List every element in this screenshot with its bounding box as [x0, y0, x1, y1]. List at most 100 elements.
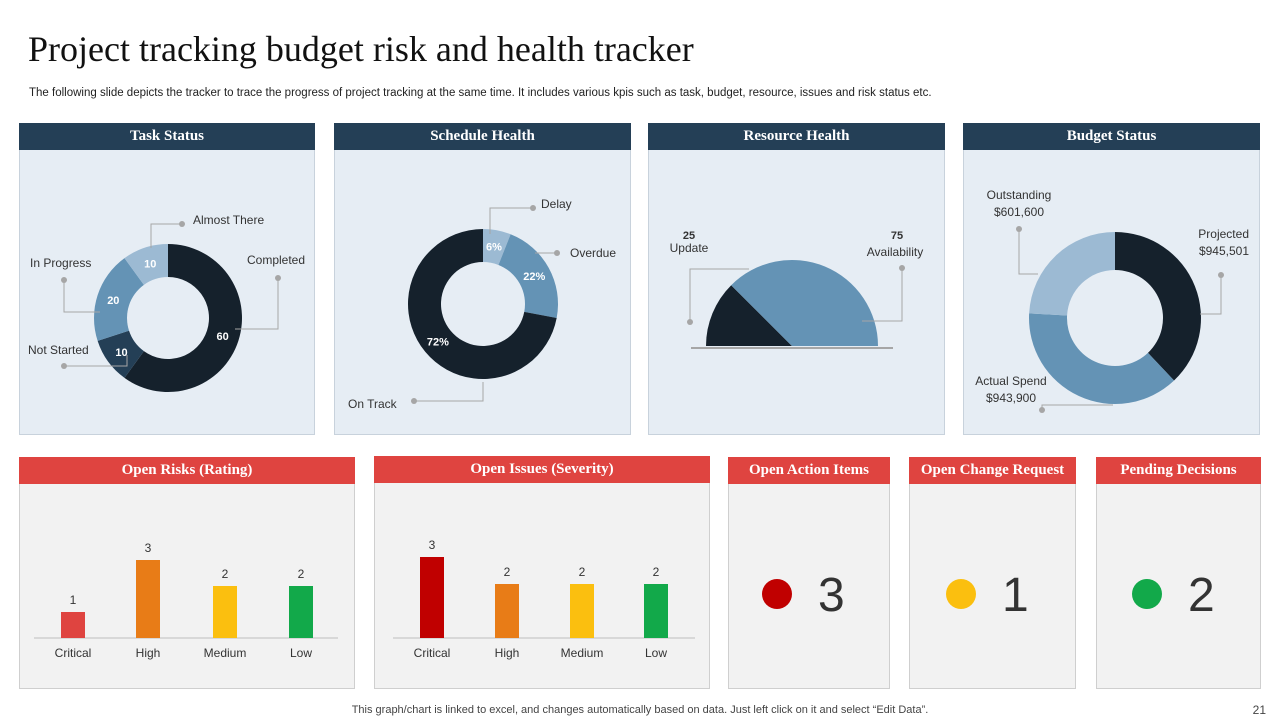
- low-bar-value: 2: [298, 567, 305, 581]
- completed-leader-line: [235, 278, 279, 330]
- not-started-slice: [97, 330, 144, 378]
- almost-there-value-label: 10: [144, 258, 156, 270]
- task-status-header: Task Status: [19, 123, 315, 150]
- open-change-request-header: Open Change Request: [909, 457, 1076, 484]
- low-bar: [644, 584, 668, 638]
- open-action-items-header: Open Action Items: [728, 457, 890, 484]
- actual-spend-leader-line: [1041, 404, 1113, 410]
- on-track-leader-dot: [411, 398, 417, 404]
- actual-spend-slice: [1029, 313, 1175, 404]
- in-progress-leader-line: [63, 280, 100, 313]
- projected-leader-line: [1200, 275, 1222, 315]
- high-category-label: High: [136, 646, 161, 660]
- on-track-value-label: 72%: [427, 336, 449, 348]
- open-issues-chart: 3 Critical 2 High 2 Medium 2 Low: [393, 538, 695, 660]
- projected-amount: $945,501: [1199, 244, 1249, 258]
- completed-label: Completed: [247, 253, 305, 267]
- projected-slice: [1115, 232, 1201, 381]
- almost-there-leader-dot: [179, 221, 185, 227]
- open-risks-chart: 1 Critical 3 High 2 Medium 2 Low: [34, 541, 338, 660]
- availability-slice: [731, 260, 878, 346]
- schedule-health-chart: 6% 22% 72% Delay Overdue On Track: [348, 197, 616, 411]
- update-leader-dot: [687, 319, 693, 325]
- page-title: Project tracking budget risk and health …: [28, 29, 694, 69]
- change-request-count: 1: [1002, 569, 1029, 622]
- delay-label: Delay: [541, 197, 572, 211]
- completed-leader-dot: [275, 275, 281, 281]
- update-leader-line: [689, 268, 749, 322]
- not-started-leader-dot: [61, 363, 67, 369]
- almost-there-slice: [124, 244, 168, 285]
- budget-status-panel: Budget Status Projected $945,501 Actual Sp…: [963, 123, 1260, 435]
- overdue-leader-dot: [554, 250, 560, 256]
- page-number: 21: [1252, 703, 1266, 717]
- outstanding-amount: $601,600: [994, 205, 1044, 219]
- high-bar-value: 3: [145, 541, 152, 555]
- delay-slice: [483, 229, 511, 265]
- action-items-status-dot: [762, 579, 792, 609]
- budget-status-chart: Projected $945,501 Actual Spend $943,900 Out…: [975, 188, 1249, 413]
- open-action-items-panel: Open Action Items 3: [728, 457, 890, 689]
- open-issues-panel: Open Issues (Severity) 3 Critical 2 High 2 Me…: [374, 456, 710, 689]
- overdue-label: Overdue: [570, 246, 616, 260]
- delay-leader-line: [489, 207, 533, 234]
- open-risks-panel: Open Risks (Rating) 1 Critical 3 High 2 Mediu…: [19, 457, 355, 689]
- pending-decisions-status-dot: [1132, 579, 1162, 609]
- actual-spend-amount: $943,900: [986, 391, 1036, 405]
- medium-category-label: Medium: [561, 646, 604, 660]
- projected-leader-dot: [1218, 272, 1224, 278]
- update-slice: [706, 285, 792, 346]
- almost-there-leader-line: [150, 223, 182, 248]
- in-progress-leader-dot: [61, 277, 67, 283]
- footer-note: This graph/chart is linked to excel, and…: [351, 704, 929, 716]
- on-track-leader-line: [414, 382, 484, 402]
- critical-bar-value: 3: [429, 538, 436, 552]
- open-change-request-panel: Open Change Request 1: [909, 457, 1076, 689]
- medium-bar: [570, 584, 594, 638]
- high-category-label: High: [495, 646, 520, 660]
- on-track-label: On Track: [348, 397, 398, 411]
- completed-value-label: 60: [217, 331, 229, 343]
- availability-leader-dot: [899, 265, 905, 271]
- schedule-health-panel: Schedule Health 6% 22% 72% Delay Overdue On T…: [334, 123, 631, 435]
- outstanding-label: Outstanding: [987, 188, 1052, 202]
- critical-category-label: Critical: [414, 646, 451, 660]
- high-bar: [495, 584, 519, 638]
- budget-status-header: Budget Status: [963, 123, 1260, 150]
- delay-value-label: 6%: [486, 242, 502, 254]
- pending-decisions-header: Pending Decisions: [1096, 457, 1261, 484]
- critical-bar: [61, 612, 85, 638]
- page-subtitle: The following slide depicts the tracker …: [29, 87, 932, 99]
- availability-value: 75: [891, 230, 903, 242]
- delay-leader-dot: [530, 205, 536, 211]
- in-progress-label: In Progress: [30, 256, 91, 270]
- low-bar-value: 2: [653, 565, 660, 579]
- on-track-slice: [408, 229, 557, 379]
- critical-bar: [420, 557, 444, 638]
- update-label: Update: [670, 241, 709, 255]
- low-category-label: Low: [645, 646, 667, 660]
- update-value: 25: [683, 230, 695, 242]
- low-category-label: Low: [290, 646, 312, 660]
- in-progress-value-label: 20: [107, 295, 119, 307]
- resource-health-panel: Resource Health 25 Update 75 Availability: [648, 123, 945, 435]
- task-status-panel: Task Status 60 10 20 10 Completed Not Started…: [19, 123, 315, 435]
- resource-health-header: Resource Health: [648, 123, 945, 150]
- change-request-status-dot: [946, 579, 976, 609]
- outstanding-leader-dot: [1016, 226, 1022, 232]
- action-items-count: 3: [818, 569, 845, 622]
- in-progress-slice: [93, 258, 144, 341]
- critical-category-label: Critical: [55, 646, 92, 660]
- critical-bar-value: 1: [70, 593, 77, 607]
- availability-label: Availability: [867, 245, 923, 259]
- pending-decisions-count: 2: [1188, 569, 1215, 622]
- outstanding-slice: [1029, 232, 1115, 316]
- low-bar: [289, 586, 313, 638]
- almost-there-label: Almost There: [193, 213, 264, 227]
- medium-category-label: Medium: [204, 646, 247, 660]
- medium-bar-value: 2: [579, 565, 586, 579]
- outstanding-leader-line: [1018, 229, 1038, 275]
- medium-bar: [213, 586, 237, 638]
- not-started-label: Not Started: [28, 343, 89, 357]
- completed-slice: [124, 244, 242, 392]
